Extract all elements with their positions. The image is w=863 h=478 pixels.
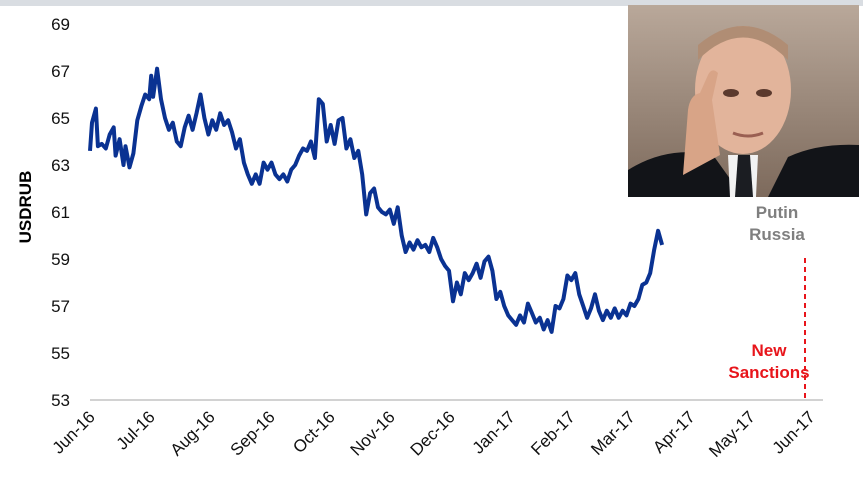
y-tick-label: 67 xyxy=(51,62,70,81)
x-tick-label: Jul-16 xyxy=(113,407,159,453)
x-tick-label: Sep-16 xyxy=(227,407,279,459)
top-border xyxy=(0,0,863,6)
annotation-line-1: New xyxy=(751,341,787,360)
y-tick-label: 57 xyxy=(51,297,70,316)
x-tick-label: Jun-16 xyxy=(49,407,99,457)
y-tick-label: 69 xyxy=(51,15,70,34)
x-tick-label: Feb-17 xyxy=(527,407,579,459)
putin-russia-annotation: Putin Russia xyxy=(722,202,832,246)
y-tick-label: 65 xyxy=(51,109,70,128)
x-tick-label: Jun-17 xyxy=(769,407,819,457)
y-tick-label: 61 xyxy=(51,203,70,222)
annotation-line-1: Putin xyxy=(755,203,799,222)
y-tick-label: 63 xyxy=(51,156,70,175)
x-tick-label: Dec-16 xyxy=(407,407,459,459)
annotation-line-2: Russia xyxy=(749,225,805,244)
y-tick-label: 59 xyxy=(51,250,70,269)
y-tick-label: 55 xyxy=(51,344,70,363)
x-tick-label: Oct-16 xyxy=(289,407,339,457)
x-tick-label: Mar-17 xyxy=(587,407,639,459)
annotation-line-2: Sanctions xyxy=(728,363,810,382)
y-axis-label: USDRUB xyxy=(16,171,35,244)
new-sanctions-annotation: New Sanctions xyxy=(714,340,824,384)
usdrub-series-line xyxy=(88,66,665,334)
x-tick-label: Aug-16 xyxy=(167,407,219,459)
x-tick-label: Jan-17 xyxy=(469,407,519,457)
putin-photo xyxy=(628,5,859,197)
x-tick-label: Apr-17 xyxy=(649,407,699,457)
y-tick-label: 53 xyxy=(51,391,70,410)
x-tick-label: May-17 xyxy=(705,407,759,461)
x-tick-label: Nov-16 xyxy=(347,407,399,459)
